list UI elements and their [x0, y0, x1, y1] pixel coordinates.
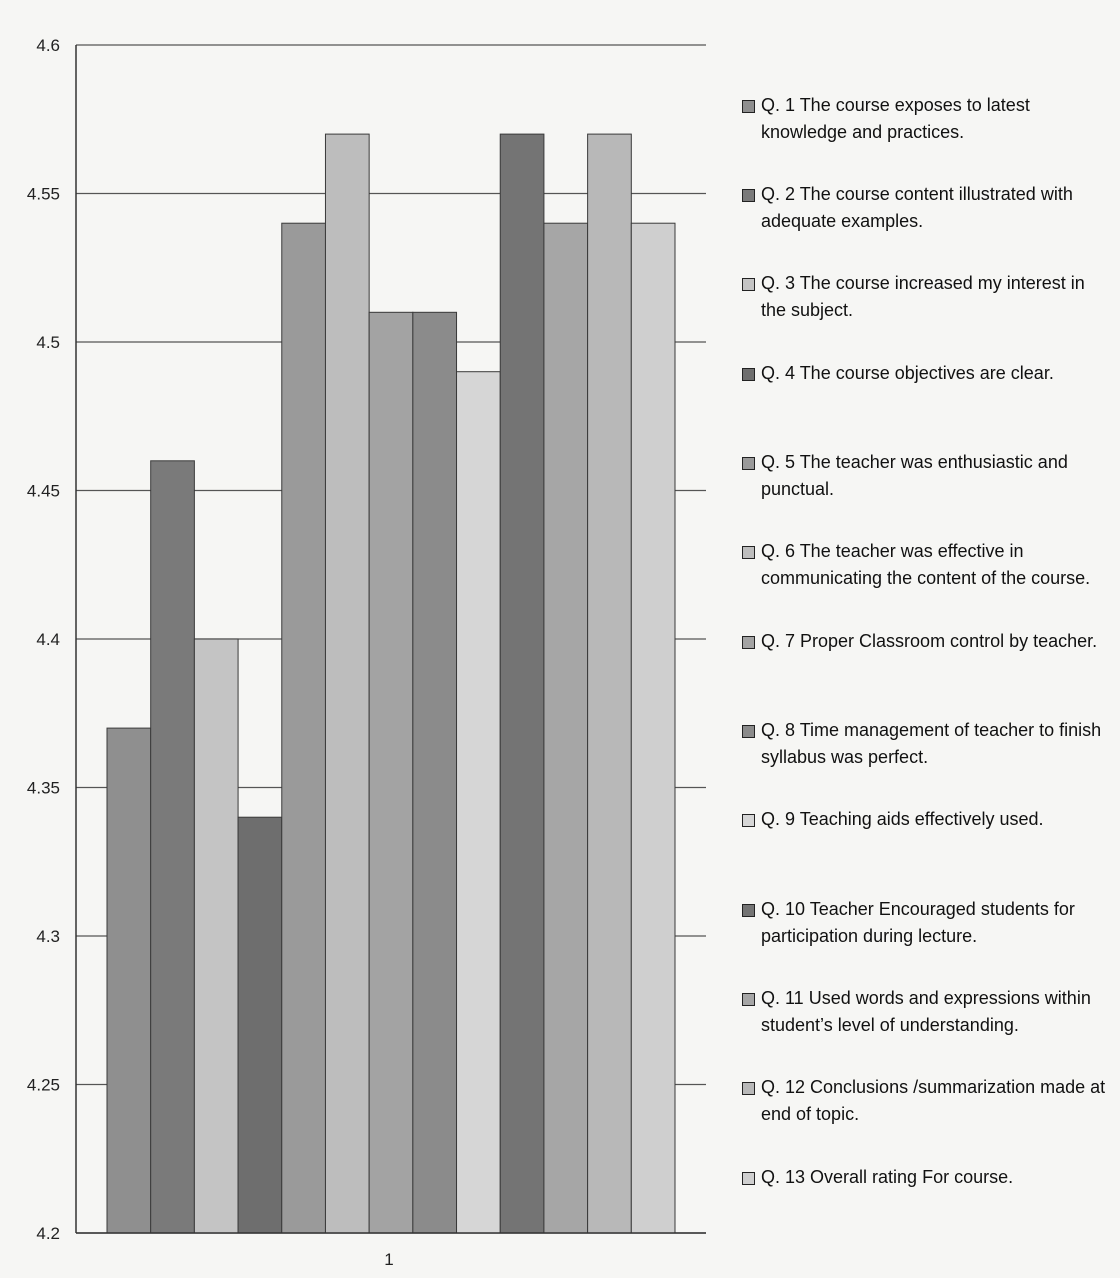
bar-q7 — [368, 311, 414, 1234]
legend-entry: Q. 1 The course exposes to latest knowle… — [738, 92, 1113, 146]
legend-swatch — [742, 100, 755, 113]
y-tick-label: 4.25 — [27, 1076, 60, 1095]
x-tick-label: 1 — [384, 1250, 393, 1269]
legend-entry: Q. 10 Teacher Encouraged students for pa… — [738, 896, 1113, 950]
bar-q13 — [630, 222, 676, 1234]
legend-swatch — [742, 546, 755, 559]
legend-entry: Q. 8 Time management of teacher to finis… — [738, 717, 1113, 771]
bar-q2 — [150, 460, 195, 1234]
legend-entry: Q. 5 The teacher was enthusiastic and pu… — [738, 449, 1113, 503]
y-tick-label: 4.2 — [36, 1224, 60, 1243]
legend-entry: Q. 3 The course increased my interest in… — [738, 270, 1113, 324]
bar-q8 — [412, 311, 458, 1234]
legend-swatch — [742, 636, 755, 649]
legend-label: Q. 4 The course objectives are clear. — [761, 363, 1054, 383]
legend-swatch — [742, 189, 755, 202]
legend-label: Q. 7 Proper Classroom control by teacher… — [761, 631, 1098, 651]
legend-swatch — [742, 993, 755, 1006]
legend-entry: Q. 7 Proper Classroom control by teacher… — [738, 628, 1113, 655]
legend-label: Q. 12 Conclusions /summarization made at… — [761, 1077, 1106, 1124]
legend-label: Q. 9 Teaching aids effectively used. — [761, 809, 1044, 829]
legend-label: Q. 3 The course increased my interest in… — [761, 273, 1085, 320]
axes: 4.2 4.25 4.3 4.35 4.4 4.45 4.5 4.55 4.6 1 — [27, 36, 706, 1269]
bar-q10 — [499, 133, 545, 1234]
legend-entry: Q. 4 The course objectives are clear. — [738, 360, 1113, 387]
legend-swatch — [742, 725, 755, 738]
y-tick-label: 4.5 — [36, 333, 60, 352]
legend-label: Q. 13 Overall rating For course. — [761, 1167, 1014, 1187]
bar-q5 — [281, 222, 326, 1234]
legend-entry: Q. 11 Used words and expressions within … — [738, 985, 1113, 1039]
y-tick-label: 4.35 — [27, 779, 60, 798]
legend-label: Q. 10 Teacher Encouraged students for pa… — [761, 899, 1075, 946]
legend-swatch — [742, 368, 755, 381]
legend-label: Q. 2 The course content illustrated with… — [761, 184, 1073, 231]
legend-entry: Q. 12 Conclusions /summarization made at… — [738, 1074, 1113, 1128]
y-tick-label: 4.55 — [27, 185, 60, 204]
bar-q12 — [587, 133, 632, 1234]
legend-entry: Q. 6 The teacher was effective in commun… — [738, 538, 1113, 592]
legend-swatch — [742, 904, 755, 917]
legend-swatch — [742, 1082, 755, 1095]
bar-q1 — [106, 727, 152, 1234]
bar-q4 — [237, 816, 283, 1234]
bar-q11 — [543, 222, 589, 1234]
legend-entry: Q. 9 Teaching aids effectively used. — [738, 806, 1113, 833]
legend-entry: Q. 2 The course content illustrated with… — [738, 181, 1113, 235]
y-tick-label: 4.4 — [36, 630, 60, 649]
y-tick-label: 4.6 — [36, 36, 60, 55]
y-tick-label: 4.3 — [36, 927, 60, 946]
legend-label: Q. 5 The teacher was enthusiastic and pu… — [761, 452, 1068, 499]
legend-label: Q. 1 The course exposes to latest knowle… — [761, 95, 1030, 142]
legend-swatch — [742, 1172, 755, 1185]
bar-q3 — [193, 638, 239, 1234]
bar-q6 — [324, 133, 370, 1234]
legend-swatch — [742, 278, 755, 291]
bars — [106, 133, 676, 1234]
legend-swatch — [742, 457, 755, 470]
legend-entry: Q. 13 Overall rating For course. — [738, 1164, 1113, 1191]
y-tick-label: 4.45 — [27, 482, 60, 501]
bar-q9 — [456, 371, 501, 1234]
legend-swatch — [742, 814, 755, 827]
legend-label: Q. 8 Time management of teacher to finis… — [761, 720, 1102, 767]
legend-label: Q. 6 The teacher was effective in commun… — [761, 541, 1091, 588]
legend-label: Q. 11 Used words and expressions within … — [761, 988, 1091, 1035]
